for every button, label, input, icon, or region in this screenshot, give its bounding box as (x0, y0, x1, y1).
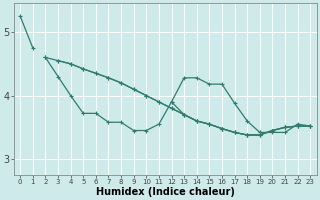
X-axis label: Humidex (Indice chaleur): Humidex (Indice chaleur) (96, 187, 235, 197)
